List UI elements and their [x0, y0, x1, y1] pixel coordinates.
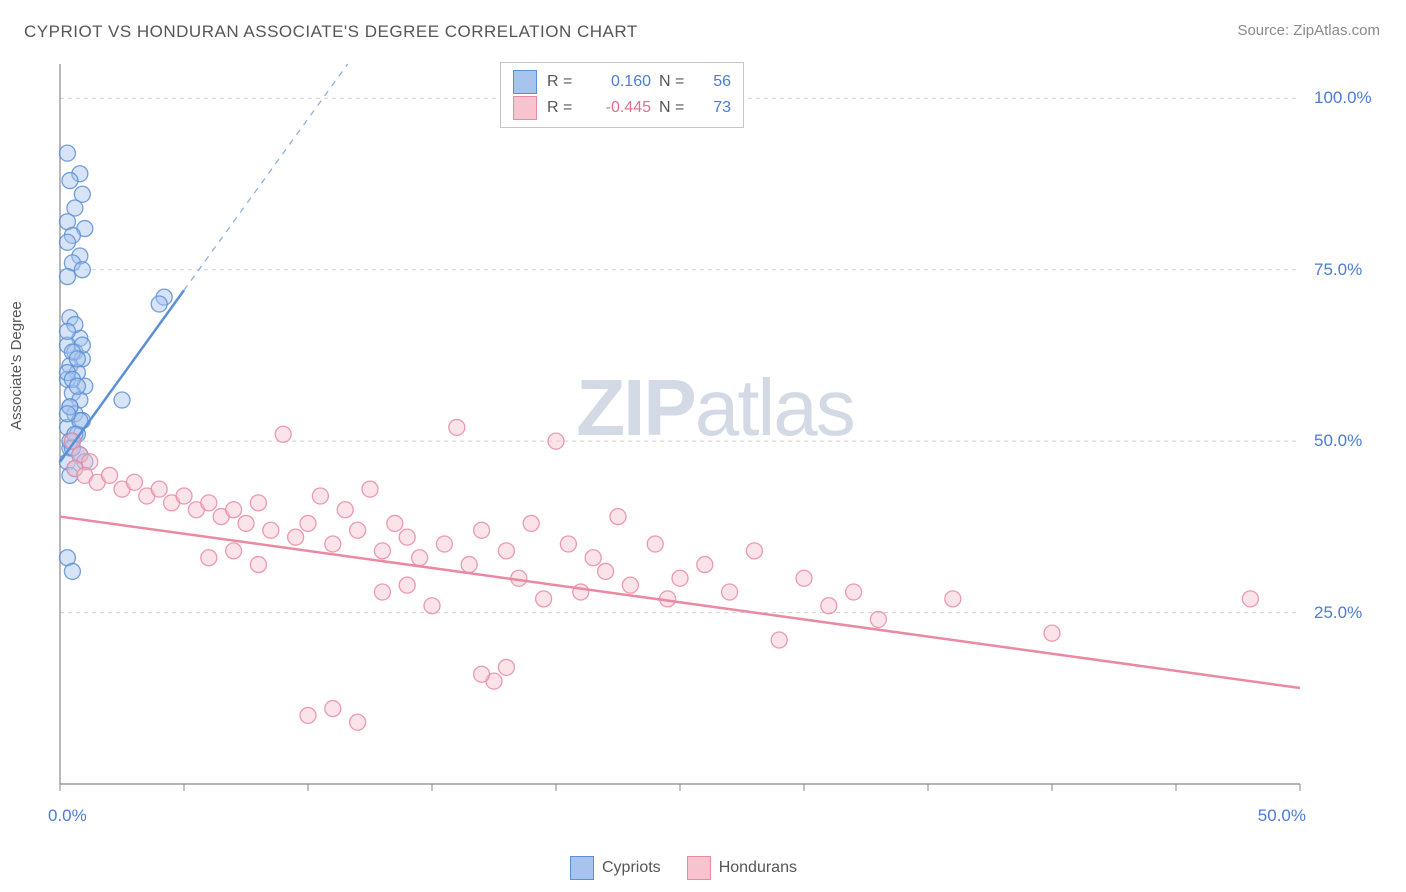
y-axis-label: Associate's Degree	[8, 301, 25, 430]
source-attribution: Source: ZipAtlas.com	[1237, 22, 1380, 39]
correlation-legend: R =0.160 N =56 R =-0.445 N =73	[500, 62, 744, 128]
y-tick-label: 25.0%	[1314, 603, 1362, 623]
r-label: R =	[547, 73, 581, 91]
y-tick-label: 75.0%	[1314, 260, 1362, 280]
legend-swatch	[513, 70, 537, 94]
r-value: -0.445	[581, 99, 651, 117]
scatter-plot: ZIPatlas	[50, 54, 1380, 824]
chart-title: CYPRIOT VS HONDURAN ASSOCIATE'S DEGREE C…	[24, 22, 638, 42]
chart-canvas	[50, 54, 1380, 824]
legend-row: R =0.160 N =56	[513, 69, 731, 95]
r-value: 0.160	[581, 73, 651, 91]
x-tick-label: 0.0%	[48, 806, 87, 826]
legend-swatch	[570, 856, 594, 880]
n-value: 73	[695, 99, 731, 117]
n-label: N =	[659, 73, 695, 91]
legend-row: R =-0.445 N =73	[513, 95, 731, 121]
y-tick-label: 100.0%	[1314, 88, 1372, 108]
n-value: 56	[695, 73, 731, 91]
n-label: N =	[659, 99, 695, 117]
r-label: R =	[547, 99, 581, 117]
y-tick-label: 50.0%	[1314, 431, 1362, 451]
x-tick-label: 50.0%	[1258, 806, 1306, 826]
legend-label: Cypriots	[602, 859, 661, 877]
series-legend: Cypriots Hondurans	[570, 856, 823, 880]
legend-swatch	[513, 96, 537, 120]
legend-swatch	[687, 856, 711, 880]
legend-label: Hondurans	[719, 859, 797, 877]
